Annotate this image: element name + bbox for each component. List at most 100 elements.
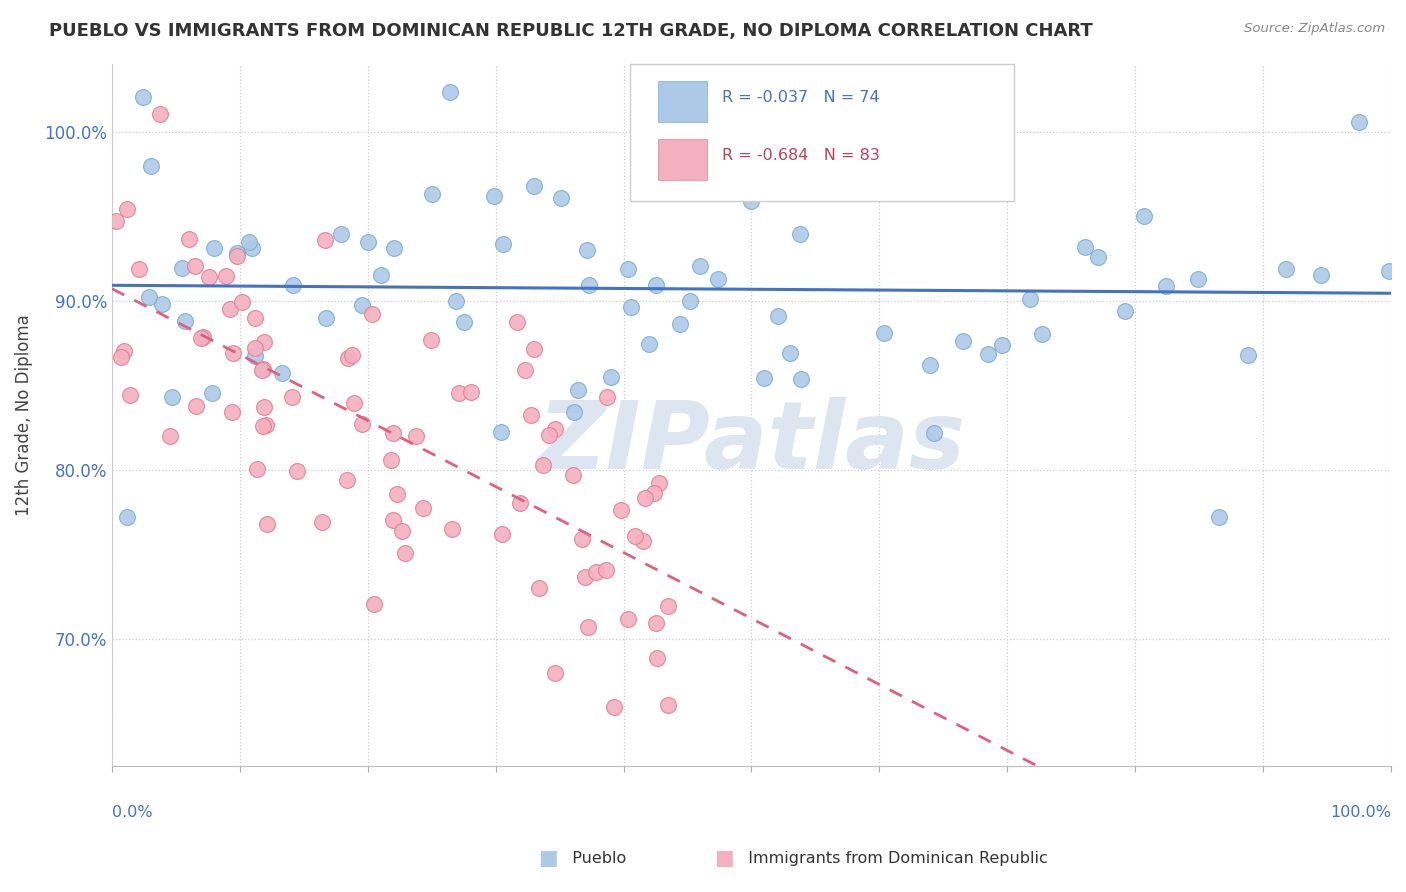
Point [253,335,276,350]
Point [1378,264,1400,278]
Point [596,390,619,404]
Point [315,311,337,326]
Point [226,246,249,260]
Point [561,468,583,483]
Text: ZIPatlas: ZIPatlas [537,397,966,489]
Y-axis label: 12th Grade, No Diploma: 12th Grade, No Diploma [15,314,32,516]
Point [254,418,277,433]
Point [752,370,775,384]
Point [657,599,679,614]
Point [575,243,598,257]
Bar [658,81,707,121]
Point [385,487,408,501]
Text: 0.0%: 0.0% [112,805,153,820]
Point [226,249,249,263]
Point [520,409,543,423]
Point [314,233,336,247]
Point [148,107,170,121]
Point [357,235,380,249]
Point [243,349,266,363]
Point [1236,348,1258,362]
Point [219,301,242,316]
Point [620,301,643,315]
Point [160,390,183,404]
Point [1154,279,1177,293]
Point [638,336,661,351]
Point [567,384,589,398]
Point [633,491,655,506]
Text: 100.0%: 100.0% [1330,805,1391,820]
FancyBboxPatch shape [630,64,1014,201]
Point [238,235,260,249]
Point [381,425,404,440]
Point [689,259,711,273]
Point [246,462,269,476]
Point [578,278,600,293]
Point [117,510,139,524]
Point [616,612,638,626]
Point [128,262,150,277]
Point [595,563,617,577]
Point [177,232,200,246]
Point [529,581,551,595]
Point [624,529,647,543]
Point [657,698,679,712]
Point [361,307,384,321]
Point [460,384,482,399]
Point [491,425,513,439]
Point [647,650,669,665]
Point [439,86,461,100]
Point [505,315,527,329]
Point [252,419,274,434]
Point [337,351,360,365]
Point [131,89,153,103]
Point [610,503,633,517]
Point [184,399,207,413]
Point [645,615,668,630]
Point [706,272,728,286]
Point [256,517,278,532]
Point [112,344,135,359]
Point [779,346,801,360]
Point [616,262,638,277]
Point [952,334,974,348]
Point [1133,209,1156,223]
Point [918,359,941,373]
Point [394,546,416,560]
Point [215,269,238,284]
Point [873,326,896,340]
Point [382,241,405,255]
Text: PUEBLO VS IMMIGRANTS FROM DOMINICAN REPUBLIC 12TH GRADE, NO DIPLOMA CORRELATION : PUEBLO VS IMMIGRANTS FROM DOMINICAN REPU… [49,22,1092,40]
Point [789,372,811,386]
Point [441,522,464,536]
Point [221,405,243,419]
Point [1087,250,1109,264]
Text: Immigrants from Dominican Republic: Immigrants from Dominican Republic [738,851,1047,865]
Point [1073,240,1095,254]
Point [201,385,224,400]
Point [491,527,513,541]
Point [243,341,266,355]
Point [492,236,515,251]
Point [245,311,267,326]
Point [110,351,132,365]
Point [240,241,263,255]
Point [173,314,195,328]
Text: ■: ■ [538,848,558,868]
Point [550,191,572,205]
Point [1309,268,1331,282]
Point [976,347,998,361]
Point [453,315,475,329]
Point [363,597,385,611]
Point [391,524,413,539]
Point [643,485,665,500]
Point [645,278,668,293]
Point [280,390,302,404]
Point [668,317,690,331]
Point [578,620,600,634]
Point [141,159,163,173]
Point [544,422,567,436]
Point [1031,327,1053,342]
Point [1208,510,1230,524]
Point [538,427,561,442]
